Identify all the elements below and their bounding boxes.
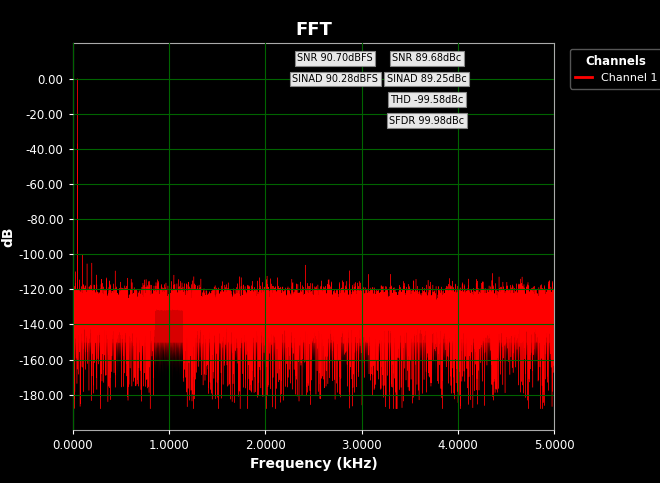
Text: THD -99.58dBc: THD -99.58dBc	[390, 95, 463, 105]
Text: SFDR 99.98dBc: SFDR 99.98dBc	[389, 116, 464, 126]
Legend: Channel 1: Channel 1	[570, 49, 660, 89]
Y-axis label: dB: dB	[1, 227, 16, 247]
X-axis label: Frequency (kHz): Frequency (kHz)	[249, 457, 378, 471]
Text: SNR 89.68dBc: SNR 89.68dBc	[392, 53, 461, 63]
Title: FFT: FFT	[295, 21, 332, 39]
Text: SINAD 90.28dBFS: SINAD 90.28dBFS	[292, 74, 378, 84]
Text: SNR 90.70dBFS: SNR 90.70dBFS	[298, 53, 373, 63]
Text: SINAD 89.25dBc: SINAD 89.25dBc	[387, 74, 467, 84]
